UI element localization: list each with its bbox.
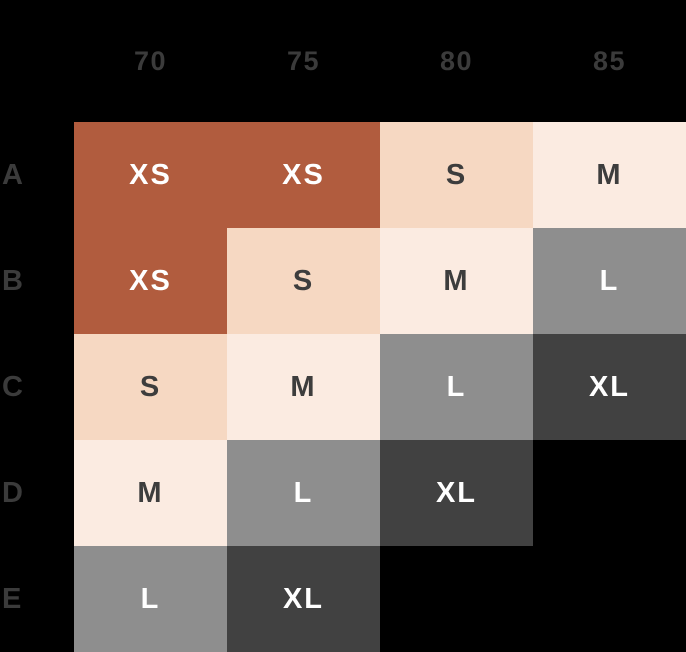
size-cell-D-75: L xyxy=(227,440,380,546)
size-cell-B-85: L xyxy=(533,228,686,334)
row-label-A: A xyxy=(2,158,24,191)
size-cell-B-80: M xyxy=(380,228,533,334)
size-cell-B-75: S xyxy=(227,228,380,334)
row-label-C: C xyxy=(2,370,24,403)
size-cell-D-70: M xyxy=(74,440,227,546)
size-cell-B-70: XS xyxy=(74,228,227,334)
row-label-B: B xyxy=(2,264,24,297)
size-cell-A-85: M xyxy=(533,122,686,228)
size-cell-A-70: XS xyxy=(74,122,227,228)
size-cell-C-80: L xyxy=(380,334,533,440)
column-header-80: 80 xyxy=(439,45,474,76)
size-cell-E-75: XL xyxy=(227,546,380,652)
empty-cell-D-85 xyxy=(533,440,686,546)
size-cell-E-70: L xyxy=(74,546,227,652)
empty-cell-E-85 xyxy=(533,546,686,652)
row-label-E: E xyxy=(2,582,23,615)
size-cell-D-80: XL xyxy=(380,440,533,546)
size-cell-A-80: S xyxy=(380,122,533,228)
corner-spacer xyxy=(0,0,74,122)
size-cell-C-70: S xyxy=(74,334,227,440)
column-header-85: 85 xyxy=(592,45,627,76)
empty-cell-E-80 xyxy=(380,546,533,652)
size-cell-C-75: M xyxy=(227,334,380,440)
row-label-D: D xyxy=(2,476,24,509)
size-cell-A-75: XS xyxy=(227,122,380,228)
column-header-70: 70 xyxy=(133,45,168,76)
column-header-75: 75 xyxy=(286,45,321,76)
size-cell-C-85: XL xyxy=(533,334,686,440)
